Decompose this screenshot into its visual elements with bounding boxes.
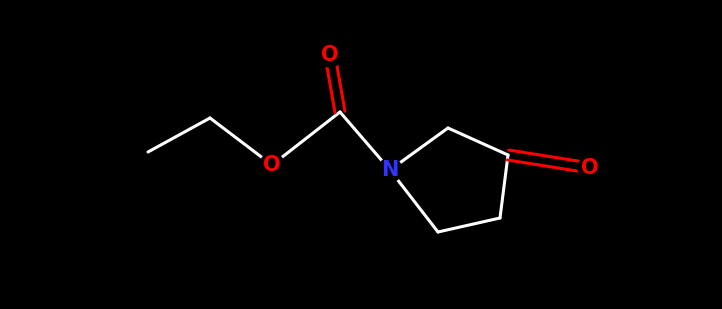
Circle shape xyxy=(318,43,342,67)
Circle shape xyxy=(260,153,284,177)
Circle shape xyxy=(378,158,402,182)
Circle shape xyxy=(578,156,602,180)
Text: O: O xyxy=(264,155,281,175)
Text: N: N xyxy=(381,160,399,180)
Text: O: O xyxy=(321,45,339,65)
Text: O: O xyxy=(581,158,599,178)
